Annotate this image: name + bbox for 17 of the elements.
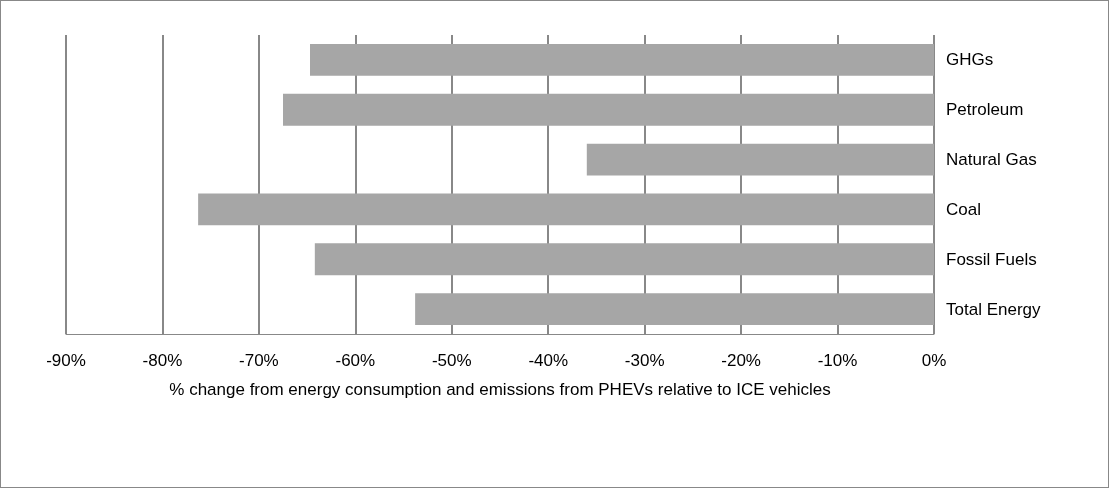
y-tick-label: Coal	[946, 199, 981, 219]
y-tick-label: Total Energy	[946, 299, 1041, 319]
x-tick-label: -90%	[46, 351, 86, 370]
x-tick-label: -70%	[239, 351, 279, 370]
y-tick-label: Natural Gas	[946, 150, 1037, 170]
x-tick-label: -60%	[335, 351, 376, 370]
x-axis-title: % change from energy consumption and emissions from PHEVs relative to ICE vehicles	[169, 379, 831, 399]
y-tick-label: Petroleum	[946, 100, 1024, 120]
y-tick-label: Fossil Fuels	[946, 249, 1037, 269]
x-tick-label: -40%	[528, 351, 569, 370]
x-tick-label: -30%	[624, 351, 665, 370]
y-tick-label: GHGs	[946, 50, 994, 70]
x-tick-label: -10%	[817, 351, 858, 370]
x-tick-label: -20%	[721, 351, 761, 370]
x-tick-label: -50%	[431, 351, 472, 370]
x-tick-label: 0%	[921, 351, 947, 370]
x-tick-label: -80%	[142, 351, 183, 370]
